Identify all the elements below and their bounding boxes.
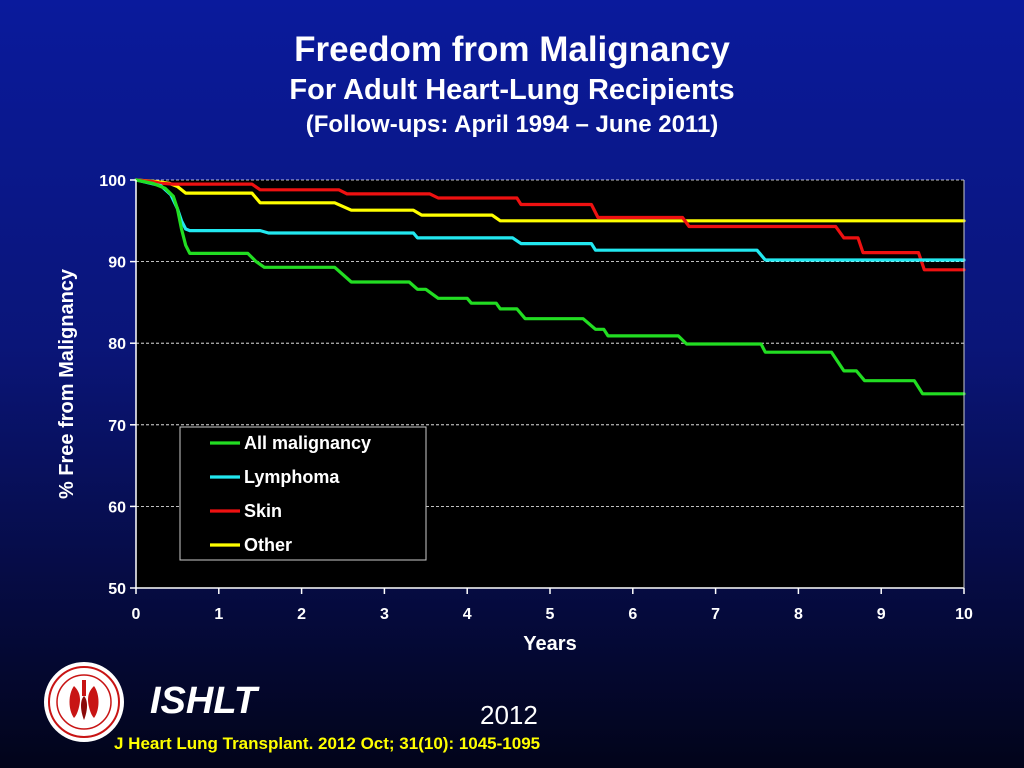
legend-label: Skin (244, 501, 282, 521)
title-block: Freedom from Malignancy For Adult Heart-… (0, 28, 1024, 142)
axis-ticks: 50 60 70 80 90 100 0 1 2 3 4 5 6 7 8 9 10 (99, 173, 973, 623)
chart-title: Freedom from Malignancy (294, 30, 730, 69)
legend-box (179, 426, 427, 561)
y-tick-label: 70 (108, 418, 126, 435)
x-tick-label: 6 (628, 606, 637, 623)
y-tick-label: 60 (108, 499, 126, 516)
series-line-skin (134, 178, 966, 272)
x-tick-label: 4 (463, 606, 472, 623)
x-tick-label: 10 (955, 606, 973, 623)
series-lines (134, 178, 966, 396)
y-tick-label: 100 (99, 173, 126, 190)
chart-subtitle: For Adult Heart-Lung Recipients (289, 74, 735, 106)
legend-label: Other (244, 535, 292, 555)
publication-year: 2012 (480, 700, 538, 730)
x-tick-label: 7 (711, 606, 720, 623)
ishlt-logo-icon (44, 662, 124, 742)
x-axis-label: Years (523, 633, 576, 655)
series-line-all-malignancy (134, 178, 966, 396)
x-tick-label: 9 (877, 606, 886, 623)
citation: J Heart Lung Transplant. 2012 Oct; 31(10… (114, 734, 541, 753)
x-tick-label: 1 (214, 606, 223, 623)
y-tick-label: 50 (108, 581, 126, 598)
x-tick-label: 3 (380, 606, 389, 623)
x-tick-label: 5 (546, 606, 555, 623)
legend: All malignancy Lymphoma Skin Other (179, 426, 427, 561)
followup-note: (Follow-ups: April 1994 – June 2011) (305, 111, 719, 138)
legend-label: All malignancy (244, 433, 371, 453)
x-tick-label: 2 (297, 606, 306, 623)
y-axis-label: % Free from Malignancy (56, 268, 78, 499)
x-tick-label: 0 (132, 606, 141, 623)
brand-name: ISHLT (150, 680, 257, 722)
y-tick-label: 90 (108, 255, 126, 272)
y-tick-label: 80 (108, 336, 126, 353)
legend-label: Lymphoma (244, 467, 340, 487)
x-tick-label: 8 (794, 606, 803, 623)
